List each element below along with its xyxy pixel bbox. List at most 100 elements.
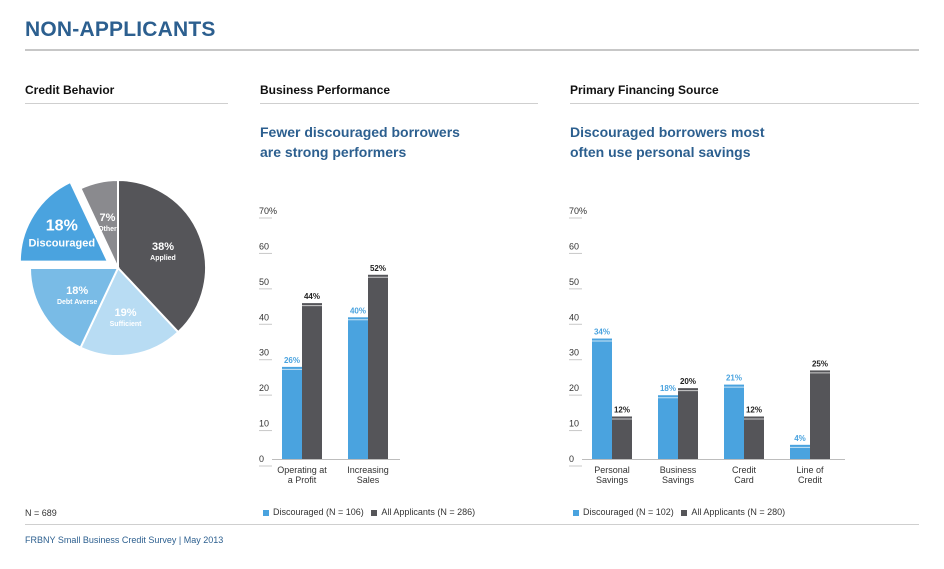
financing-subtitle-line2: often use personal savings — [570, 144, 751, 160]
bar-value-label: 12% — [746, 405, 762, 414]
bar-value-label: 4% — [794, 434, 806, 443]
bar-operating-at-a-profit-all-applicants — [302, 303, 322, 459]
bar-increasing-sales-discouraged — [348, 317, 368, 459]
footer-divider — [25, 524, 919, 525]
y-tick-label: 0 — [569, 454, 574, 464]
bar-value-label: 34% — [594, 328, 610, 337]
pie-slice-sufficient — [79, 266, 180, 357]
x-category-label: Line of — [796, 465, 824, 475]
y-tick-label: 10 — [569, 419, 579, 429]
bar-credit-card-all-applicants — [744, 416, 764, 459]
y-tick-label: 40 — [569, 312, 579, 322]
pie-pct-label-other: 7% — [99, 212, 115, 224]
credit-behavior-pie-chart: 38% Applied 19% Sufficient 18% Debt Averse 18%… — [18, 178, 207, 357]
legend-label-discouraged: Discouraged (N = 106) — [273, 507, 364, 517]
business-performance-legend: Discouraged (N = 106) All Applicants (N … — [263, 507, 480, 517]
bar-business-savings-all-applicants — [678, 388, 698, 459]
x-category-label: Credit — [798, 475, 823, 485]
bar-value-label: 21% — [726, 374, 742, 383]
business-performance-divider — [260, 103, 538, 104]
y-tick-label: 60 — [569, 241, 579, 251]
legend-item-all-applicants: All Applicants (N = 280) — [681, 507, 785, 517]
y-tick-label: 10 — [259, 419, 269, 429]
title-divider — [25, 49, 919, 51]
business-performance-bar-chart: 70% 60 50 40 30 20 10 0 26% 44% Operating ata Prof… — [259, 206, 400, 485]
y-tick-label: 50 — [569, 277, 579, 287]
bar-value-label: 40% — [350, 306, 366, 315]
legend-swatch-all-applicants — [681, 509, 688, 516]
legend-item-all-applicants: All Applicants (N = 286) — [371, 507, 475, 517]
y-tick-label: 30 — [259, 348, 269, 358]
pie-pct-label-applied: 38% — [152, 241, 174, 253]
bar-value-label: 12% — [614, 405, 630, 414]
pie-name-label-sufficient: Sufficient — [110, 321, 143, 328]
pie-slice-debt-averse — [28, 267, 120, 349]
y-tick-label: 50 — [259, 277, 269, 287]
performance-subtitle-line1: Fewer discouraged borrowers — [260, 124, 460, 140]
x-category-label: Sales — [357, 475, 380, 485]
credit-behavior-title: Credit Behavior — [25, 83, 115, 97]
x-category-label: Credit — [732, 465, 757, 475]
y-tick-label: 70% — [569, 206, 587, 216]
pie-pct-label-discouraged: 18% — [46, 217, 78, 234]
legend-swatch-discouraged — [573, 509, 579, 516]
pie-slice-other — [79, 178, 119, 269]
y-tick-label: 60 — [259, 241, 269, 251]
business-performance-title: Business Performance — [260, 83, 391, 97]
legend-label-all-applicants: All Applicants (N = 280) — [691, 507, 786, 517]
legend-swatch-discouraged — [263, 509, 269, 516]
y-tick-label: 20 — [259, 383, 269, 393]
pie-slice-discouraged — [18, 180, 110, 263]
y-tick-label: 40 — [259, 312, 269, 322]
primary-financing-legend: Discouraged (N = 102) All Applicants (N … — [573, 507, 790, 517]
bar-personal-savings-all-applicants — [612, 416, 632, 459]
bar-value-label: 25% — [812, 359, 828, 368]
x-category-label: Operating at — [277, 465, 327, 475]
bar-value-label: 26% — [284, 356, 300, 365]
performance-subtitle: Fewer discouraged borrowers are strong p… — [260, 122, 460, 162]
financing-subtitle-line1: Discouraged borrowers most — [570, 124, 765, 140]
pie-name-label-other: Other — [98, 226, 117, 233]
bar-business-savings-discouraged — [658, 395, 678, 459]
page-title: NON-APPLICANTS — [25, 18, 216, 41]
bar-line-of-credit-all-applicants — [810, 370, 830, 459]
y-tick-label: 20 — [569, 383, 579, 393]
x-category-label: Savings — [596, 475, 629, 485]
pie-pct-label-sufficient: 19% — [115, 307, 137, 319]
sample-size-note: N = 689 — [25, 508, 57, 518]
x-category-label: Business — [660, 465, 697, 475]
bar-value-label: 44% — [304, 292, 320, 301]
legend-item-discouraged: Discouraged (N = 102) — [573, 507, 674, 517]
x-category-label: a Profit — [288, 475, 317, 485]
legend-label-all-applicants: All Applicants (N = 286) — [381, 507, 476, 517]
financing-subtitle: Discouraged borrowers most often use per… — [570, 122, 765, 162]
y-tick-label: 0 — [259, 454, 264, 464]
y-tick-label: 30 — [569, 348, 579, 358]
pie-pct-label-debt-averse: 18% — [66, 285, 88, 297]
pie-slice-applied — [117, 178, 207, 334]
legend-label-discouraged: Discouraged (N = 102) — [583, 507, 674, 517]
pie-name-label-discouraged: Discouraged — [28, 237, 95, 249]
pie-name-label-debt-averse: Debt Averse — [57, 299, 97, 306]
x-category-label: Savings — [662, 475, 695, 485]
legend-swatch-all-applicants — [371, 509, 378, 516]
y-tick-label: 70% — [259, 206, 277, 216]
footer-source: FRBNY Small Business Credit Survey | May… — [25, 535, 224, 545]
credit-behavior-divider — [25, 103, 228, 104]
primary-financing-title: Primary Financing Source — [570, 83, 719, 97]
x-category-label: Card — [734, 475, 754, 485]
primary-financing-divider — [570, 103, 919, 104]
x-category-label: Increasing — [347, 465, 389, 475]
bar-value-label: 18% — [660, 384, 676, 393]
bar-increasing-sales-all-applicants — [368, 274, 388, 459]
primary-financing-bar-chart: 70%605040302010034%12%PersonalSavings18%… — [569, 206, 845, 485]
legend-item-discouraged: Discouraged (N = 106) — [263, 507, 364, 517]
bar-line-of-credit-discouraged — [790, 444, 810, 459]
bar-value-label: 52% — [370, 264, 386, 273]
bar-personal-savings-discouraged — [592, 338, 612, 459]
bar-value-label: 20% — [680, 377, 696, 386]
pie-name-label-applied: Applied — [150, 255, 176, 262]
bar-operating-at-a-profit-discouraged — [282, 366, 302, 459]
x-category-label: Personal — [594, 465, 630, 475]
bar-credit-card-discouraged — [724, 384, 744, 459]
